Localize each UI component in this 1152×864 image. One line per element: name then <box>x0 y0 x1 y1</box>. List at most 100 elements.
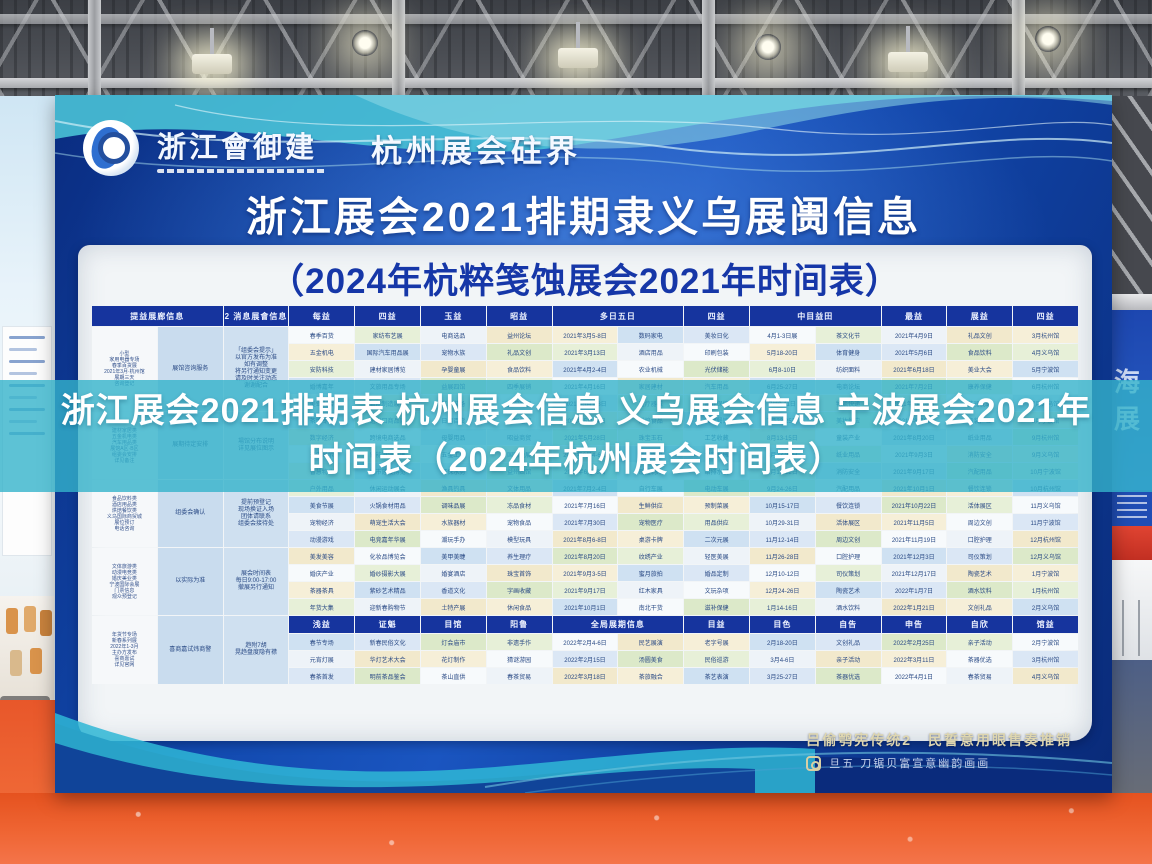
table-merged-cell: 以实际为准 <box>157 548 223 615</box>
table-cell: 生鲜供应 <box>618 497 684 513</box>
table-cell: 酒水饮料 <box>815 599 881 615</box>
table-cell: 紫砂艺术精品 <box>355 582 420 598</box>
table-cell: 3月25-27日 <box>749 668 815 684</box>
table-cell: 冻品食材 <box>486 497 552 513</box>
caption-line2: 时间表（2024年杭州展会时间表） <box>308 441 844 479</box>
table-cell: 美业大会 <box>947 361 1013 377</box>
board-header-row: 浙江會御建 杭州展会砫界 <box>83 117 581 179</box>
ceiling-light-glow <box>755 34 781 60</box>
table-cell: 潮玩手办 <box>420 531 486 547</box>
background-structure <box>1112 660 1152 800</box>
table-cell: 2021年8月20日 <box>552 548 618 564</box>
board-main-title: 浙江展会2021排期隶义乌展阓信息 <box>245 194 922 240</box>
hanging-lamp <box>558 22 598 68</box>
table-cell: 2022年1月7日 <box>881 582 947 598</box>
table-merged-cell: 年货节专场 新春系列展 2022年1-3月 主办方发布 喜商嘉试 详见官网 <box>92 616 157 684</box>
table-cell: 2月义乌馆 <box>1013 599 1078 615</box>
table-cell: 年货大集 <box>289 599 355 615</box>
table-cell: 体育健身 <box>815 344 881 360</box>
table-row: 元宵灯展 华灯艺术大会 花灯制作 猜谜游园 2022年2月15日 汤圆美食 民俗巡游 3月4-… <box>92 651 1078 667</box>
table-cell: 模型玩具 <box>486 531 552 547</box>
table-cell: 电竞嘉年华展 <box>355 531 420 547</box>
table-cell: 宠物医疗 <box>618 514 684 530</box>
table-cell: 猜谜游园 <box>486 651 552 667</box>
logo-name: 浙江會御建 <box>157 131 318 164</box>
table-cell: 美发美容 <box>289 548 355 564</box>
table-header-cell: 展益 <box>947 306 1013 326</box>
table-merged-cell: 展会时间表 每日9:00-17:00 撤展另行通知 <box>223 548 289 615</box>
table-cell: 2022年1月21日 <box>881 599 947 615</box>
table-cell: 1月14-16日 <box>749 599 815 615</box>
table-cell: 活体展区 <box>815 514 881 530</box>
table-cell: 2021年6月18日 <box>881 361 947 377</box>
table-cell: 2021年12月17日 <box>881 565 947 581</box>
table-cell: 调味品展 <box>420 497 486 513</box>
table-cell: 预制菜展 <box>684 497 749 513</box>
table-cell: 陶瓷艺术 <box>947 565 1013 581</box>
table-cell: 口腔护理 <box>947 531 1013 547</box>
ceiling-post <box>88 0 101 96</box>
ceiling-beam <box>0 78 1152 88</box>
table-cell: 茶旅融合 <box>618 668 684 684</box>
table-row: 婚庆产业 婚纱摄影大展 婚宴酒店 珠宝首饰 2021年9月3-5日 蜜月旅拍 婚品定制 12月… <box>92 565 1078 581</box>
ceiling-light-glow <box>352 30 378 56</box>
table-cell: 10月15-17日 <box>749 497 815 513</box>
table-cell: 2月18-20日 <box>749 634 815 650</box>
table-cell: 萌宠生活大会 <box>355 514 420 530</box>
table-subheader-cell: 目色 <box>749 616 815 633</box>
table-cell: 民俗巡游 <box>684 651 749 667</box>
table-cell: 5月宁波馆 <box>1013 361 1078 377</box>
table-subheader-cell: 自告 <box>815 616 881 633</box>
table-cell: 11月义乌馆 <box>1013 497 1078 513</box>
table-cell: 司仪策划 <box>815 565 881 581</box>
table-cell: 老字号展 <box>684 634 749 650</box>
table-cell: 文创礼品 <box>815 634 881 650</box>
ceiling-beam <box>0 14 1152 24</box>
table-cell: 印刷包装 <box>684 344 749 360</box>
table-cell: 礼品文创 <box>947 327 1013 343</box>
table-cell: 灯会庙市 <box>420 634 486 650</box>
schedule-table-wrap: 提益展廊信息 2 消息展會信息 每益 四益 玉益 昭益 多日五日 四益 中目益田 最益 展益 四益 小型… <box>91 305 1079 729</box>
table-cell: 2月宁波馆 <box>1013 634 1078 650</box>
table-cell: 4月1-3日展 <box>749 327 815 343</box>
table-cell: 南北干货 <box>618 599 684 615</box>
table-cell: 春季百货 <box>289 327 355 343</box>
table-cell: 2021年4月9日 <box>881 327 947 343</box>
table-cell: 食品饮料 <box>486 361 552 377</box>
table-row: 美食节展 火锅食材用品 调味品展 冻品食材 2021年7月16日 生鲜供应 预制菜展 10月1… <box>92 497 1078 513</box>
board-top-wave-decoration <box>55 95 1112 173</box>
table-cell: 华灯艺术大会 <box>355 651 420 667</box>
table-cell: 口腔护理 <box>815 548 881 564</box>
table-merged-cell: 喜商嘉试炜商警 <box>157 616 223 684</box>
table-cell: 安防科技 <box>289 361 355 377</box>
table-subheader-cell: 目益 <box>684 616 749 633</box>
table-cell: 活体展区 <box>947 497 1013 513</box>
zhejiang-exhibition-logo-icon <box>83 120 139 176</box>
logo-tagline-microtext <box>157 168 327 173</box>
table-cell: 茶器优选 <box>815 668 881 684</box>
table-cell: 4月义乌馆 <box>1013 668 1078 684</box>
table-cell: 婚品定制 <box>684 565 749 581</box>
table-cell: 2021年11月5日 <box>881 514 947 530</box>
table-row: 茶器茶具 紫砂艺术精品 香道文化 字画收藏 2021年9月17日 红木家具 文玩杂项 12月2… <box>92 582 1078 598</box>
caption-line1: 浙江展会2021排期表 杭州展会信息 义乌展会信息 宁波展会2021年 <box>60 392 1092 430</box>
table-cell: 婚庆产业 <box>289 565 355 581</box>
table-cell: 茶艺表演 <box>684 668 749 684</box>
board-footer-line1: 吕偷鹗宪传统2 民誓意用眼售奏推销 <box>806 732 1072 748</box>
table-cell: 12月24-26日 <box>749 582 815 598</box>
ceiling-post <box>702 0 715 96</box>
table-cell: 国际汽车用品展 <box>355 344 420 360</box>
table-cell: 春茶首发 <box>289 668 355 684</box>
table-cell: 周边文创 <box>815 531 881 547</box>
table-cell: 茶器优选 <box>947 651 1013 667</box>
table-cell: 香道文化 <box>420 582 486 598</box>
table-cell: 2021年8月6-8日 <box>552 531 618 547</box>
table-cell: 电商选品 <box>420 327 486 343</box>
table-cell: 周边文创 <box>947 514 1013 530</box>
hanging-lamp <box>192 28 232 74</box>
table-cell: 字画收藏 <box>486 582 552 598</box>
table-cell: 餐饮连锁 <box>815 497 881 513</box>
table-cell: 宠物经济 <box>289 514 355 530</box>
table-cell: 3月杭州馆 <box>1013 327 1078 343</box>
